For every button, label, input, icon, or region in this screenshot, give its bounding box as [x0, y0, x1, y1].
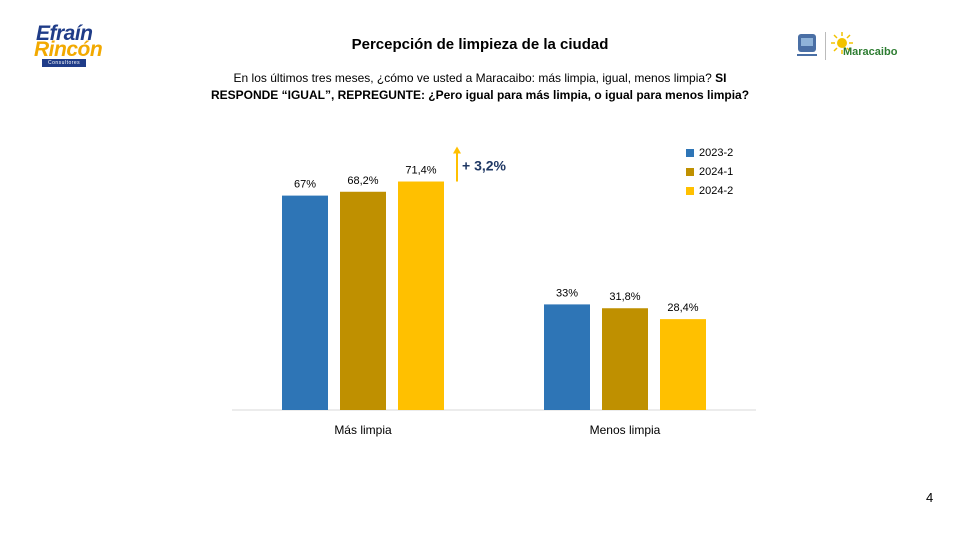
- legend-swatch: [686, 186, 694, 195]
- logo-subtitle: Consultores: [42, 59, 87, 67]
- legend-label: 2024-1: [699, 165, 734, 178]
- efrain-rincon-logo: Efraín Rincón Consultores: [30, 22, 120, 68]
- data-label: 31,8%: [609, 291, 640, 303]
- bar: [398, 181, 444, 410]
- brand-name: Maracaibo: [843, 46, 898, 58]
- logo-divider: [825, 32, 826, 60]
- data-label: 68,2%: [347, 175, 378, 187]
- bar: [282, 195, 328, 410]
- category-label: Más limpia: [334, 423, 392, 437]
- bar: [602, 308, 648, 410]
- data-label: 71,4%: [405, 165, 436, 177]
- arrow-head-icon: [453, 146, 461, 154]
- page-number: 4: [926, 490, 934, 505]
- legend-item: 2024-1: [686, 162, 733, 181]
- bar: [660, 319, 706, 410]
- seal-icon: [797, 34, 817, 56]
- legend-label: 2024-2: [699, 184, 734, 197]
- legend-swatch: [686, 148, 694, 157]
- legend: 2023-2 2024-1 2024-2: [686, 143, 733, 200]
- chart-subtitle: En los últimos tres meses, ¿cómo ve uste…: [200, 70, 760, 104]
- data-label: 33%: [556, 287, 578, 299]
- bar: [544, 304, 590, 410]
- category-label: Menos limpia: [590, 423, 661, 437]
- subtitle-question: En los últimos tres meses, ¿cómo ve uste…: [233, 71, 712, 85]
- logo-line-1: Efraín: [36, 22, 93, 45]
- legend-item: 2023-2: [686, 143, 733, 162]
- growth-annotation: + 3,2%: [462, 158, 507, 174]
- chart-title: Percepción de limpieza de la ciudad: [351, 36, 609, 53]
- subtitle-instruction: SI RESPONDE “IGUAL”, REPREGUNTE: ¿Pero i…: [210, 71, 750, 102]
- legend-swatch: [686, 167, 694, 176]
- alcaldia-logo: Maracaibo: [795, 30, 915, 62]
- sun-icon: [831, 32, 853, 54]
- data-label: 28,4%: [667, 302, 698, 314]
- legend-item: 2024-2: [686, 181, 733, 200]
- bar: [340, 191, 386, 410]
- legend-label: 2023-2: [699, 146, 734, 159]
- logo-line-2: Rincón: [34, 38, 103, 61]
- data-label: 67%: [294, 179, 316, 191]
